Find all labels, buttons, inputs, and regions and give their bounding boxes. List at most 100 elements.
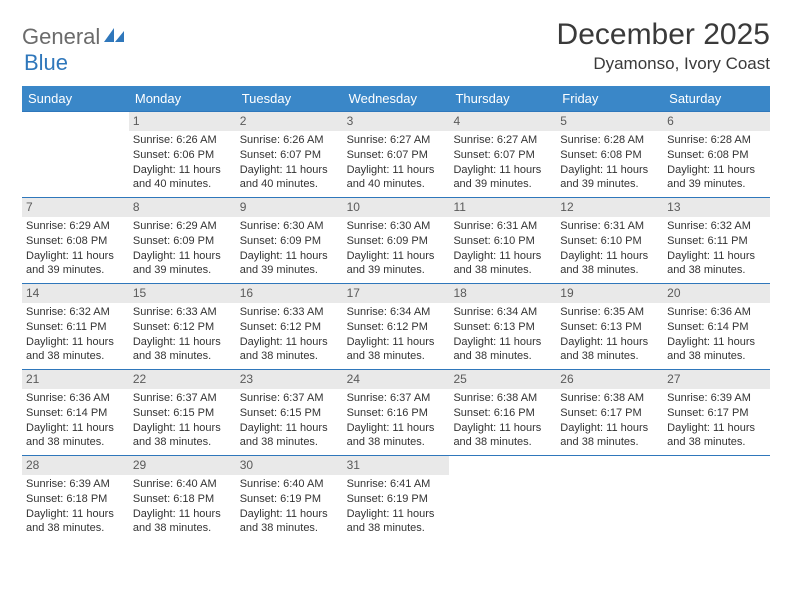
day-sunrise: Sunrise: 6:39 AM	[26, 478, 125, 492]
dow-wednesday: Wednesday	[343, 86, 450, 111]
dow-monday: Monday	[129, 86, 236, 111]
day-daylight1: Daylight: 11 hours	[133, 508, 232, 522]
day-cell: 8Sunrise: 6:29 AMSunset: 6:09 PMDaylight…	[129, 198, 236, 283]
day-number: 7	[22, 198, 129, 217]
day-sunrise: Sunrise: 6:31 AM	[560, 220, 659, 234]
day-daylight1: Daylight: 11 hours	[347, 164, 446, 178]
day-sunrise: Sunrise: 6:29 AM	[26, 220, 125, 234]
dow-saturday: Saturday	[663, 86, 770, 111]
day-number: 14	[22, 284, 129, 303]
day-daylight2: and 38 minutes.	[560, 350, 659, 364]
day-sunrise: Sunrise: 6:26 AM	[133, 134, 232, 148]
day-cell: 11Sunrise: 6:31 AMSunset: 6:10 PMDayligh…	[449, 198, 556, 283]
day-number: 23	[236, 370, 343, 389]
day-body: Sunrise: 6:29 AMSunset: 6:09 PMDaylight:…	[133, 220, 232, 278]
day-daylight2: and 38 minutes.	[453, 264, 552, 278]
day-body: Sunrise: 6:41 AMSunset: 6:19 PMDaylight:…	[347, 478, 446, 536]
day-daylight2: and 38 minutes.	[133, 436, 232, 450]
day-sunset: Sunset: 6:07 PM	[453, 149, 552, 163]
day-number: 10	[343, 198, 450, 217]
day-body: Sunrise: 6:35 AMSunset: 6:13 PMDaylight:…	[560, 306, 659, 364]
day-body: Sunrise: 6:32 AMSunset: 6:11 PMDaylight:…	[26, 306, 125, 364]
day-cell: 28Sunrise: 6:39 AMSunset: 6:18 PMDayligh…	[22, 456, 129, 541]
dow-tuesday: Tuesday	[236, 86, 343, 111]
day-sunrise: Sunrise: 6:40 AM	[240, 478, 339, 492]
day-sunrise: Sunrise: 6:38 AM	[560, 392, 659, 406]
day-number: 13	[663, 198, 770, 217]
day-cell: 7 Sunrise: 6:29 AMSunset: 6:08 PMDaylight…	[22, 198, 129, 283]
day-daylight1: Daylight: 11 hours	[347, 250, 446, 264]
day-daylight1: Daylight: 11 hours	[560, 422, 659, 436]
day-daylight2: and 39 minutes.	[133, 264, 232, 278]
day-daylight2: and 38 minutes.	[26, 522, 125, 536]
day-cell: 2Sunrise: 6:26 AMSunset: 6:07 PMDaylight…	[236, 112, 343, 197]
day-daylight2: and 38 minutes.	[347, 522, 446, 536]
day-body: Sunrise: 6:40 AMSunset: 6:18 PMDaylight:…	[133, 478, 232, 536]
day-body: Sunrise: 6:39 AMSunset: 6:18 PMDaylight:…	[26, 478, 125, 536]
day-sunrise: Sunrise: 6:37 AM	[133, 392, 232, 406]
day-sunset: Sunset: 6:09 PM	[133, 235, 232, 249]
day-daylight2: and 38 minutes.	[240, 522, 339, 536]
day-body: Sunrise: 6:38 AMSunset: 6:17 PMDaylight:…	[560, 392, 659, 450]
day-number: 15	[129, 284, 236, 303]
day-number: 30	[236, 456, 343, 475]
day-cell: 24Sunrise: 6:37 AMSunset: 6:16 PMDayligh…	[343, 370, 450, 455]
day-daylight1: Daylight: 11 hours	[26, 336, 125, 350]
day-cell: 13 Sunrise: 6:32 AMSunset: 6:11 PMDayligh…	[663, 198, 770, 283]
day-daylight1: Daylight: 11 hours	[667, 250, 766, 264]
day-sunset: Sunset: 6:10 PM	[453, 235, 552, 249]
day-daylight2: and 38 minutes.	[240, 436, 339, 450]
day-sunrise: Sunrise: 6:34 AM	[453, 306, 552, 320]
day-sunset: Sunset: 6:09 PM	[240, 235, 339, 249]
logo-text: General Blue	[22, 24, 126, 76]
day-cell: 9Sunrise: 6:30 AMSunset: 6:09 PMDaylight…	[236, 198, 343, 283]
day-sunset: Sunset: 6:11 PM	[26, 321, 125, 335]
day-cell: 27Sunrise: 6:39 AMSunset: 6:17 PMDayligh…	[663, 370, 770, 455]
day-sunrise: Sunrise: 6:32 AM	[667, 220, 766, 234]
day-body: Sunrise: 6:29 AMSunset: 6:08 PMDaylight:…	[26, 220, 125, 278]
day-daylight1: Daylight: 11 hours	[560, 164, 659, 178]
day-daylight1: Daylight: 11 hours	[667, 336, 766, 350]
day-sunrise: Sunrise: 6:28 AM	[667, 134, 766, 148]
day-sunset: Sunset: 6:19 PM	[240, 493, 339, 507]
day-daylight1: Daylight: 11 hours	[667, 422, 766, 436]
week-row: 28Sunrise: 6:39 AMSunset: 6:18 PMDayligh…	[22, 455, 770, 541]
day-number: 18	[449, 284, 556, 303]
day-daylight2: and 38 minutes.	[453, 436, 552, 450]
day-body: Sunrise: 6:30 AMSunset: 6:09 PMDaylight:…	[240, 220, 339, 278]
page: General Blue December 2025 Dyamonso, Ivo…	[0, 0, 792, 612]
day-daylight2: and 39 minutes.	[453, 178, 552, 192]
day-daylight1: Daylight: 11 hours	[26, 250, 125, 264]
day-daylight2: and 38 minutes.	[347, 436, 446, 450]
day-cell: 20Sunrise: 6:36 AMSunset: 6:14 PMDayligh…	[663, 284, 770, 369]
day-body: Sunrise: 6:37 AMSunset: 6:15 PMDaylight:…	[133, 392, 232, 450]
day-body: Sunrise: 6:34 AMSunset: 6:13 PMDaylight:…	[453, 306, 552, 364]
day-sunset: Sunset: 6:11 PM	[667, 235, 766, 249]
day-cell: 12Sunrise: 6:31 AMSunset: 6:10 PMDayligh…	[556, 198, 663, 283]
day-body: Sunrise: 6:36 AMSunset: 6:14 PMDaylight:…	[667, 306, 766, 364]
day-daylight1: Daylight: 11 hours	[240, 164, 339, 178]
day-sunset: Sunset: 6:16 PM	[453, 407, 552, 421]
day-daylight1: Daylight: 11 hours	[133, 250, 232, 264]
day-sunset: Sunset: 6:19 PM	[347, 493, 446, 507]
day-body: Sunrise: 6:28 AMSunset: 6:08 PMDaylight:…	[560, 134, 659, 192]
day-sunset: Sunset: 6:17 PM	[560, 407, 659, 421]
day-sunset: Sunset: 6:14 PM	[26, 407, 125, 421]
day-sunrise: Sunrise: 6:37 AM	[347, 392, 446, 406]
day-cell: 19Sunrise: 6:35 AMSunset: 6:13 PMDayligh…	[556, 284, 663, 369]
weeks-container: 1Sunrise: 6:26 AMSunset: 6:06 PMDaylight…	[22, 111, 770, 541]
day-sunset: Sunset: 6:07 PM	[347, 149, 446, 163]
day-daylight1: Daylight: 11 hours	[453, 164, 552, 178]
day-number: 24	[343, 370, 450, 389]
day-daylight2: and 39 minutes.	[667, 178, 766, 192]
day-cell: 25Sunrise: 6:38 AMSunset: 6:16 PMDayligh…	[449, 370, 556, 455]
day-body: Sunrise: 6:26 AMSunset: 6:06 PMDaylight:…	[133, 134, 232, 192]
dow-thursday: Thursday	[449, 86, 556, 111]
day-sunset: Sunset: 6:12 PM	[347, 321, 446, 335]
day-cell	[449, 456, 556, 541]
day-sunset: Sunset: 6:09 PM	[347, 235, 446, 249]
day-body: Sunrise: 6:37 AMSunset: 6:15 PMDaylight:…	[240, 392, 339, 450]
day-cell	[663, 456, 770, 541]
day-body: Sunrise: 6:27 AMSunset: 6:07 PMDaylight:…	[453, 134, 552, 192]
day-sunrise: Sunrise: 6:33 AM	[240, 306, 339, 320]
